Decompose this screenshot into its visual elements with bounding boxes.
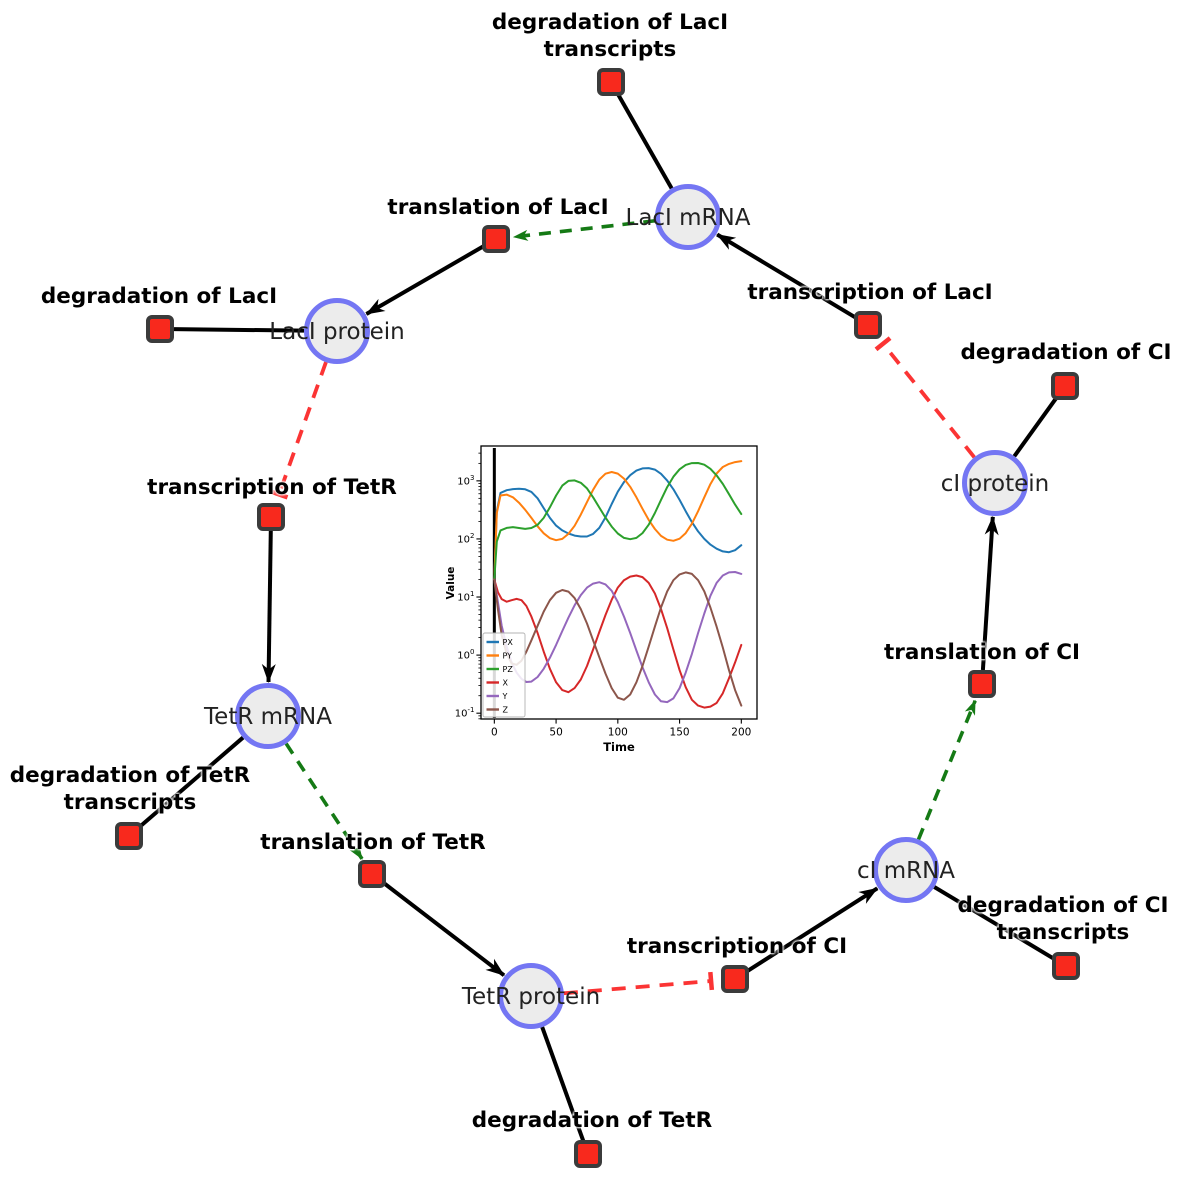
reaction-node-deg_ci_tx[interactable] (1052, 952, 1080, 980)
reaction-label-transcription_tetr: transcription of TetR (147, 475, 397, 500)
series-X-curve (493, 574, 743, 709)
legend-entry-Y: Y (486, 692, 508, 701)
species-node-laci_mrna[interactable] (655, 184, 721, 250)
series-PX-curve (493, 467, 743, 581)
legend-label-Y: Y (502, 692, 508, 701)
y-tick-label: 100 (457, 648, 474, 662)
legend-entry-PY: PY (486, 651, 513, 660)
reaction-label-deg_ci_tx: degradation of CI transcripts (957, 893, 1169, 945)
reaction-node-translation_tetr[interactable] (358, 860, 386, 888)
edge-inhibition-tetr_protein-transcription_ci (563, 971, 715, 996)
reaction-label-transcription_ci: transcription of CI (626, 934, 848, 959)
reaction-label-deg_laci: degradation of LacI (40, 284, 278, 309)
reaction-node-translation_laci[interactable] (482, 225, 510, 253)
species-node-ci_mrna[interactable] (873, 837, 939, 903)
timecourse-inset-chart: 103 102 101 100 10-1 0 50 100 150 200 PX PY PZ X Y Z T… (440, 425, 780, 770)
x-tick-label: 0 (491, 727, 498, 739)
edge-production-translation_tetr-tetr_protein (381, 880, 506, 977)
reaction-node-transcription_tetr[interactable] (257, 503, 285, 531)
reaction-label-deg_ci: degradation of CI (960, 340, 1172, 365)
reaction-node-deg_laci_tx[interactable] (597, 68, 625, 96)
edge-consumption-tetr_protein-deg_tetr (540, 1026, 586, 1142)
reaction-label-transcription_laci: transcription of LacI (747, 280, 993, 305)
legend-label-PX: PX (503, 638, 514, 647)
species-node-tetr_protein[interactable] (498, 963, 564, 1029)
y-tick-label: 103 (457, 474, 474, 488)
series-PZ-curve (493, 462, 743, 581)
legend-entry-PZ: PZ (486, 665, 514, 674)
species-label-laci_protein: LacI protein (269, 319, 405, 345)
species-node-ci_protein[interactable] (962, 450, 1028, 516)
reaction-node-translation_ci[interactable] (968, 670, 996, 698)
edge-modifier-laci_mrna-translation_laci (512, 218, 656, 241)
reaction-node-deg_laci[interactable] (146, 315, 174, 343)
species-label-laci_mrna: LacI mRNA (625, 205, 751, 231)
y-tick-label: 101 (457, 590, 474, 604)
reaction-node-deg_tetr[interactable] (574, 1140, 602, 1168)
x-tick-label: 100 (608, 727, 628, 739)
edge-production-transcription_laci-laci_mrna (716, 232, 858, 320)
reaction-node-transcription_ci[interactable] (721, 965, 749, 993)
legend-label-X: X (503, 678, 509, 687)
edge-consumption-laci_mrna-deg_laci_tx (616, 93, 674, 190)
timecourse-plot: 103 102 101 100 10-1 0 50 100 150 200 PX PY PZ XYZ T… (445, 445, 758, 754)
reaction-label-deg_laci_tx: degradation of LacI transcripts (491, 10, 729, 62)
legend-entry-PX: PX (486, 638, 514, 647)
species-label-ci_protein: cI protein (940, 471, 1050, 497)
reaction-label-deg_tetr_tx: degradation of TetR transcripts (9, 763, 251, 815)
legend-label-PY: PY (503, 651, 513, 660)
y-axis-label: Value (445, 567, 457, 600)
series-Z-curve (493, 571, 743, 707)
x-axis-label: Time (603, 740, 635, 754)
species-label-tetr_mrna: TetR mRNA (204, 704, 332, 730)
edge-modifier-ci_mrna-translation_ci (916, 699, 977, 841)
x-tick-label: 150 (670, 727, 690, 739)
series-Y-curve (493, 571, 743, 704)
reaction-node-deg_tetr_tx[interactable] (115, 822, 143, 850)
x-tick-label: 50 (549, 727, 562, 739)
reaction-node-transcription_laci[interactable] (854, 311, 882, 339)
species-label-ci_mrna: cI mRNA (856, 858, 956, 884)
y-tick-label: 102 (457, 532, 474, 546)
series-PY-curve (493, 460, 743, 581)
legend-label-PZ: PZ (503, 665, 514, 674)
reaction-label-translation_ci: translation of CI (884, 640, 1080, 665)
species-node-laci_protein[interactable] (304, 298, 370, 364)
edge-production-translation_ci-ci_protein (980, 515, 999, 671)
legend-label-Z: Z (503, 705, 509, 714)
species-label-tetr_protein: TetR protein (461, 984, 601, 1010)
edge-production-translation_laci-laci_protein (365, 244, 485, 316)
edge-modifier-tetr_mrna-translation_tetr (284, 742, 364, 860)
edge-production-transcription_tetr-tetr_mrna (261, 530, 276, 684)
edge-consumption-tetr_mrna-deg_tetr_tx (138, 736, 245, 829)
reaction-label-deg_tetr: degradation of TetR (471, 1108, 713, 1133)
x-tick-label: 200 (731, 727, 751, 739)
edge-consumption-ci_protein-deg_ci (1012, 396, 1059, 458)
edge-consumption-laci_protein-deg_laci (173, 327, 305, 333)
edge-inhibition-ci_protein-transcription_laci (874, 336, 976, 459)
reaction-label-translation_laci: translation of LacI (387, 195, 609, 220)
reaction-label-translation_tetr: translation of TetR (260, 830, 486, 855)
edge-consumption-ci_mrna-deg_ci_tx (933, 885, 1056, 961)
species-node-tetr_mrna[interactable] (235, 683, 301, 749)
legend-entry-Z: Z (486, 705, 509, 714)
reaction-node-deg_ci[interactable] (1051, 372, 1079, 400)
legend-entry-X: X (486, 678, 509, 687)
y-tick-label: 10-1 (455, 706, 475, 720)
edge-production-transcription_ci-ci_mrna (745, 886, 879, 974)
